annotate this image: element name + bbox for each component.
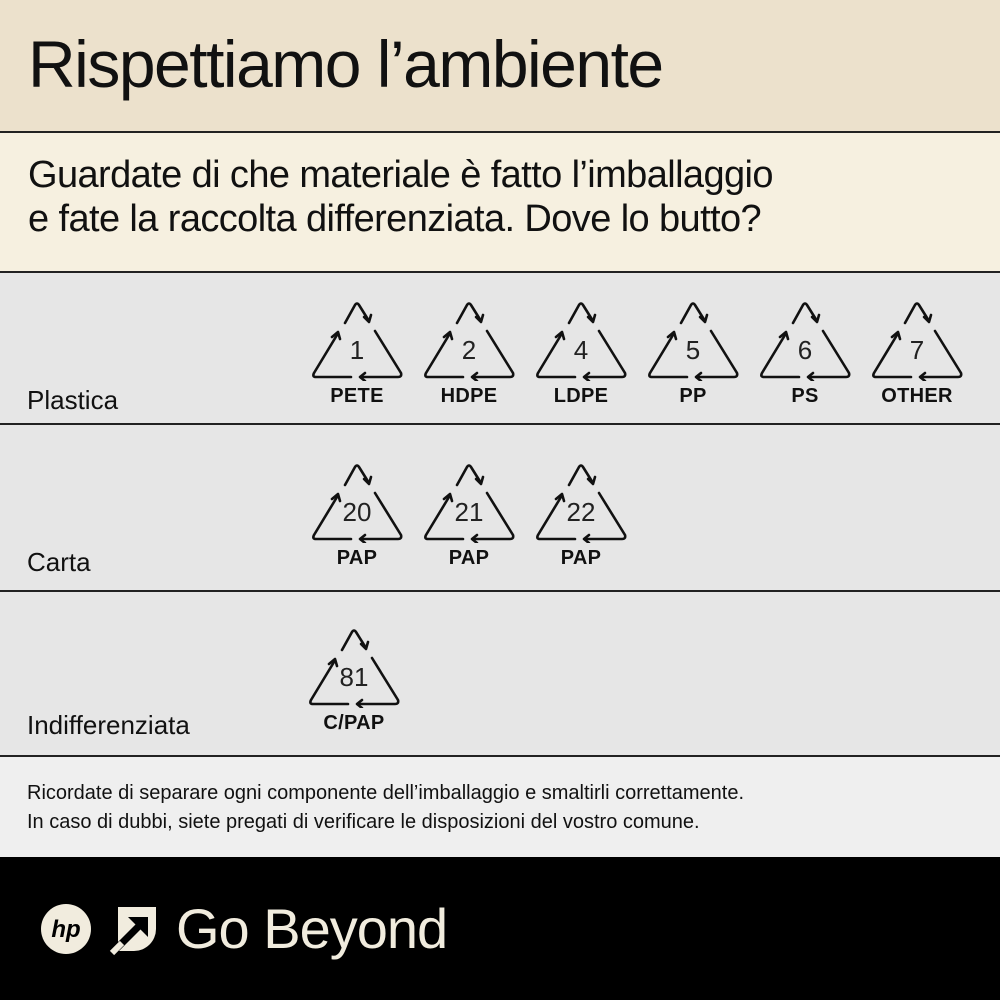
recycling-symbol: 6 PS <box>755 299 855 408</box>
category-label: Indifferenziata <box>27 710 190 740</box>
material-code: PETE <box>330 385 384 407</box>
arrow-logo-icon <box>109 906 156 955</box>
recycling-symbol: 7 OTHER <box>867 299 967 408</box>
resin-number: 22 <box>567 497 596 527</box>
recycling-symbol: 20 PAP <box>307 461 407 570</box>
recycling-symbol: 1 PETE <box>307 299 407 408</box>
category-row-plastica: Plastica 1 PETE 2 HDPE 4 LDPE 5 PP 6 PS … <box>0 273 1000 425</box>
resin-number: 7 <box>910 335 924 365</box>
recycle-triangle-icon: 21 <box>424 464 515 543</box>
note-line: In caso di dubbi, siete pregati di verif… <box>27 811 700 833</box>
recycle-triangle-icon: 7 <box>872 302 963 381</box>
recycle-triangle-icon: 5 <box>648 302 739 381</box>
recycle-triangle-icon: 22 <box>536 464 627 543</box>
tagline: Go Beyond <box>176 897 448 960</box>
material-code: PS <box>791 385 819 407</box>
footer: hp Go Beyond <box>0 857 1000 1000</box>
page-title: Rispettiamo l’ambiente <box>28 27 664 101</box>
recycling-symbol: 81 C/PAP <box>304 626 404 735</box>
recycling-symbol: 5 PP <box>643 299 743 408</box>
recycle-triangle-icon: 1 <box>312 302 403 381</box>
material-code: HDPE <box>440 385 498 407</box>
resin-number: 81 <box>340 662 369 692</box>
recycling-symbol: 22 PAP <box>531 461 631 570</box>
category-label: Plastica <box>27 385 119 415</box>
recycle-triangle-icon: 4 <box>536 302 627 381</box>
recycling-symbol: 4 LDPE <box>531 299 631 408</box>
svg-text:hp: hp <box>51 916 80 943</box>
subtitle-line: e fate la raccolta differenziata. Dove l… <box>28 198 762 240</box>
category-label: Carta <box>27 547 91 577</box>
resin-number: 5 <box>686 335 700 365</box>
material-code: PAP <box>448 547 490 569</box>
hp-logo-icon: hp <box>41 903 91 954</box>
resin-number: 20 <box>343 497 372 527</box>
recycle-triangle-icon: 2 <box>424 302 515 381</box>
material-code: PAP <box>560 547 602 569</box>
subtitle-line: Guardate di che materiale è fatto l’imba… <box>28 154 774 196</box>
recycle-triangle-icon: 20 <box>312 464 403 543</box>
note: Ricordate di separare ogni componente de… <box>0 757 1000 857</box>
material-code: LDPE <box>553 385 609 407</box>
subtitle: Guardate di che materiale è fatto l’imba… <box>0 133 1000 273</box>
resin-number: 6 <box>798 335 812 365</box>
header: Rispettiamo l’ambiente <box>0 0 1000 133</box>
recycle-triangle-icon: 6 <box>760 302 851 381</box>
material-code: OTHER <box>881 385 953 407</box>
category-row-carta: Carta 20 PAP 21 PAP 22 PAP <box>0 425 1000 592</box>
note-line: Ricordate di separare ogni componente de… <box>27 782 745 804</box>
material-code: PAP <box>336 547 378 569</box>
category-row-indifferenziata: Indifferenziata 81 C/PAP <box>0 592 1000 757</box>
resin-number: 2 <box>462 335 476 365</box>
recycling-symbol: 21 PAP <box>419 461 519 570</box>
recycling-symbol: 2 HDPE <box>419 299 519 408</box>
material-code: PP <box>679 385 707 407</box>
resin-number: 4 <box>574 335 588 365</box>
resin-number: 21 <box>455 497 484 527</box>
recycle-triangle-icon: 81 <box>309 629 400 708</box>
resin-number: 1 <box>350 335 364 365</box>
material-code: C/PAP <box>323 712 385 734</box>
